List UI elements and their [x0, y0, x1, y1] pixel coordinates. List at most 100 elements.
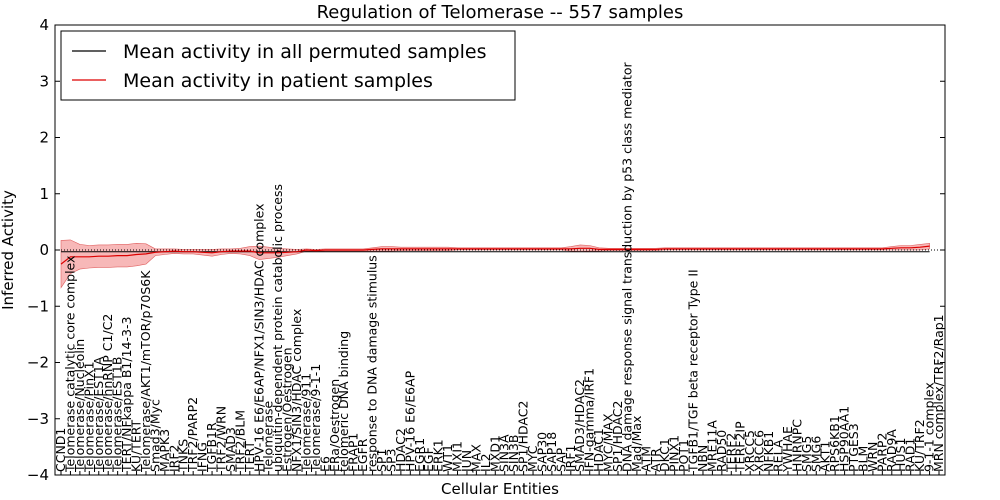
category-label: HNRNPC	[789, 419, 804, 472]
category-label: WRN	[865, 442, 880, 472]
category-label: HDAC1	[591, 428, 606, 472]
category-label: TRF2/WRN	[214, 406, 229, 473]
category-label: PARP2	[874, 433, 889, 472]
category-label: SMG6	[808, 436, 823, 472]
x-axis-label: Cellular Entities	[441, 480, 559, 498]
category-label: IRF2	[166, 444, 181, 472]
category-label: SAP30	[535, 432, 550, 472]
category-label: AKT1	[818, 441, 833, 472]
category-label: TERT/NFkappa B1/14-3-3	[119, 317, 134, 473]
category-label: TGFB1R	[204, 422, 219, 473]
category-label: Estrogen/Oestrogen	[280, 347, 295, 472]
category-label: Telomerase/EST1A	[91, 356, 106, 473]
category-label: SAP	[553, 447, 568, 472]
category-label: RAD9A	[884, 429, 899, 472]
category-label: HPV-16 E6/E6AP	[402, 370, 417, 472]
category-label: SP3	[383, 449, 398, 472]
category-label: NBN	[695, 445, 710, 472]
category-label: SAP18	[544, 432, 559, 472]
category-label: XRCC5	[742, 430, 757, 472]
category-label: ATM	[638, 446, 653, 472]
category-label: WT1	[440, 444, 455, 472]
category-label: ERK1	[431, 439, 446, 472]
category-label: SP1	[374, 449, 389, 472]
category-label: Telomerase/AKT1/mTOR/p70S6K	[138, 270, 153, 473]
category-label: Smad3/Myc	[147, 399, 162, 472]
category-label: POT1	[676, 439, 691, 472]
category-label: IL2	[478, 453, 493, 472]
category-label: FRAP1	[346, 433, 361, 472]
category-label: BLM	[856, 446, 871, 472]
category-label: HDAC2	[393, 428, 408, 472]
category-label: IRF1	[563, 444, 578, 472]
category-label: JUN	[459, 450, 474, 473]
legend-label-permuted: Mean activity in all permuted samples	[123, 41, 486, 63]
category-label: XRCC6	[752, 430, 767, 472]
category-label: MRE11A	[704, 420, 719, 472]
category-label: EGR1	[412, 438, 427, 472]
category-label: IFNG	[195, 442, 210, 472]
y-tick-label: −2	[27, 354, 49, 372]
category-label: ubiquitin-dependent protein catabolic pr…	[270, 184, 285, 472]
category-label: MXD1	[487, 435, 502, 472]
category-label: telomeric DNA binding	[336, 331, 351, 472]
category-label: response to DNA damage stimulus	[365, 255, 380, 472]
category-label: SP1/HDAC2	[610, 401, 625, 472]
category-label: TERF2	[723, 433, 738, 473]
y-tick-label: 0	[39, 241, 49, 259]
category-label: TNKS	[176, 439, 191, 473]
y-tick-label: 2	[39, 129, 49, 147]
category-label: E6	[317, 456, 332, 472]
category-label: Telomerase/EST1B	[110, 357, 125, 473]
y-tick-label: 4	[39, 16, 49, 34]
category-label: EGFR	[355, 438, 370, 472]
category-label: RAD50	[714, 430, 729, 472]
category-label: KU/TERT	[129, 419, 144, 472]
category-label: NFKB1	[761, 431, 776, 472]
category-label: SMG5	[799, 436, 814, 472]
legend-label-patient: Mean activity in patient samples	[123, 70, 433, 92]
category-label: MXI1	[450, 441, 465, 472]
category-label: Telomerase/Nucleolin	[72, 339, 87, 473]
category-label: Telomerase/911	[299, 373, 314, 473]
category-label: SP1/HDAC2	[516, 401, 531, 472]
category-label: ERa/Oestrogen	[327, 379, 342, 472]
category-label: Mad/Max	[629, 416, 644, 472]
category-label: NFX1/SIN3/HDAC complex	[289, 309, 304, 472]
legend: Mean activity in all permuted samples Me…	[60, 30, 516, 101]
category-label: SIN3B	[506, 435, 521, 473]
category-label: DKC1	[657, 438, 672, 472]
y-tick-label: −3	[27, 410, 49, 428]
category-label: EGF	[421, 447, 436, 472]
y-axis-label: Inferred Activity	[0, 190, 17, 310]
category-label: MYC/MAX	[601, 413, 616, 472]
category-label: Telomerase/PinX1	[81, 361, 96, 473]
y-tick-label: 1	[39, 185, 49, 203]
category-label: TERF2IP	[733, 421, 748, 473]
category-label: TRF2/BLM	[232, 410, 247, 473]
category-label: PTGES3	[846, 423, 861, 472]
category-label: Telomerase/hnRNP C1/C2	[100, 314, 115, 473]
category-label: MAPK3	[157, 429, 172, 472]
series-line-layer	[55, 245, 945, 265]
category-label: HSP90AA1	[837, 406, 852, 472]
category-label: SMAD3	[223, 427, 238, 472]
category-label: TERT	[242, 441, 257, 473]
category-label: HPV-16 E6/E6AP/NFX1/SIN3/HDAC complex	[251, 203, 266, 472]
legend-box	[60, 30, 516, 101]
category-label: MRN complex/TRF2/Rap1	[931, 314, 946, 472]
chart-title: Regulation of Telomerase -- 557 samples	[317, 2, 684, 23]
category-label: KU/TRF2	[912, 419, 927, 472]
y-tick-label: 3	[39, 72, 49, 90]
category-label: PINX1	[667, 435, 682, 472]
category-label: IFN-gamma/IRF1	[582, 368, 597, 472]
category-label: RPS6KB1	[827, 415, 842, 472]
category-label: 9-1-1 complex	[922, 382, 937, 472]
category-label: Telomerase/9-1-1	[308, 364, 323, 473]
category-label: SIN3A	[497, 434, 512, 472]
category-label: HUS1	[893, 438, 908, 472]
category-label: TGFB1/TGF beta receptor Type II	[686, 269, 701, 473]
category-label: CCND1	[53, 428, 68, 472]
category-label: TRF2/PARP2	[185, 397, 200, 473]
